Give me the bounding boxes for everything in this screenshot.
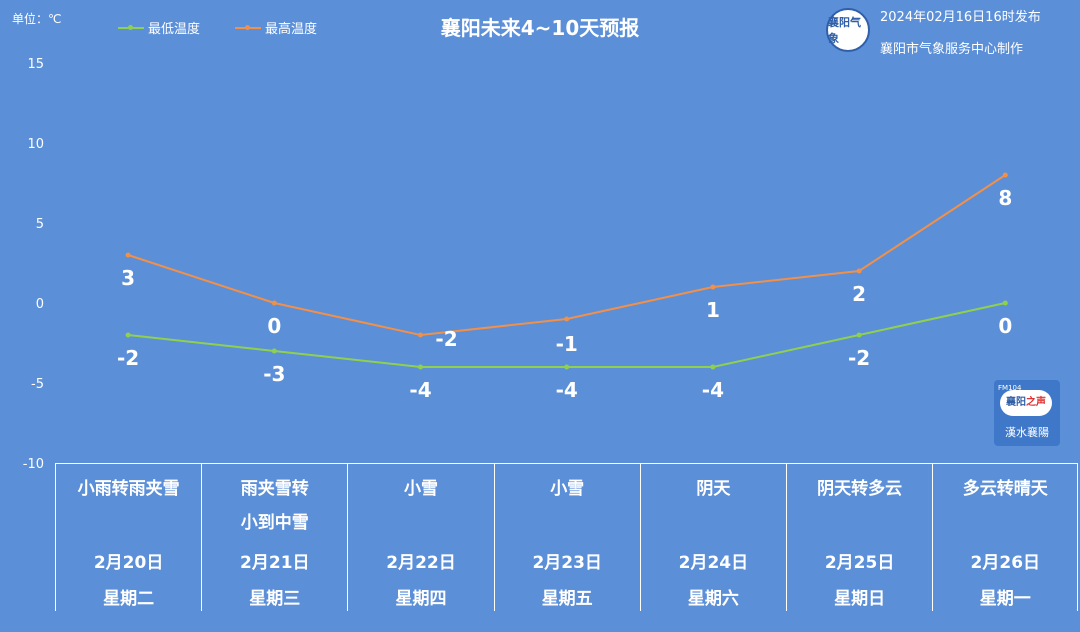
weather-desc-line: 小雪 [550, 479, 585, 499]
high-temp-label: -1 [556, 332, 578, 356]
forecast-day: 阴天转多云 2月25日星期日 [786, 464, 932, 611]
maker-label: 襄阳市气象服务中心制作 [880, 42, 1024, 57]
high-temp-label: 1 [706, 298, 720, 322]
low-temp-point [710, 364, 716, 370]
forecast-weekday: 星期六 [687, 589, 739, 609]
forecast-day: 小雨转雨夹雪 2月20日星期二 [55, 464, 201, 611]
y-tick-label: 10 [27, 137, 44, 152]
high-temp-point [1002, 172, 1008, 178]
legend-low: 最低温度 [118, 18, 200, 37]
high-temp-line [127, 174, 1006, 337]
high-temp-point [418, 332, 423, 338]
badge-cloud: 襄阳之声 [1000, 390, 1052, 416]
high-temp-point [856, 268, 862, 274]
low-temp-point [856, 332, 862, 338]
forecast-weekday: 星期一 [979, 589, 1031, 609]
weather-desc: 小雨转雨夹雪 [56, 472, 201, 506]
weather-desc: 小雪 [348, 472, 493, 506]
forecast-weekday: 星期日 [834, 589, 886, 609]
forecast-table: 小雨转雨夹雪 2月20日星期二 雨夹雪转小到中雪 2月21日星期三 小雪 2月22日星期四… [55, 463, 1079, 611]
forecast-date: 2月23日 [532, 553, 602, 573]
legend-high-swatch [235, 24, 261, 30]
forecast-date: 2月22日 [386, 553, 456, 573]
logo-text: 襄阳气象 [828, 16, 861, 45]
publish-time: 2024年02月16日16时发布 [880, 10, 1041, 25]
forecast-date: 2月25日 [824, 553, 895, 573]
badge-main: 襄阳 [1006, 397, 1026, 408]
low-temp-point [125, 332, 131, 338]
high-temp-label: 0 [267, 314, 281, 338]
low-temp-label: -2 [117, 346, 139, 370]
y-tick-label: 5 [36, 217, 44, 232]
forecast-weekday: 星期二 [103, 589, 155, 609]
weather-desc-line: 阴天转多云 [817, 479, 903, 499]
low-temp-label: -3 [263, 362, 285, 386]
low-temp-point [418, 364, 423, 370]
weather-desc-line: 雨夹雪转 [240, 479, 309, 499]
unit-label: 单位：℃ [12, 12, 62, 26]
low-temp-label: -4 [409, 378, 431, 402]
forecast-day: 小雪 2月22日星期四 [347, 464, 493, 611]
high-temp-point [564, 316, 570, 322]
y-tick-label: 0 [36, 297, 44, 312]
weather-desc-line: 多云转晴天 [962, 479, 1048, 499]
forecast-weekday: 星期三 [249, 589, 301, 609]
forecast-date: 2月20日 [93, 553, 164, 573]
low-temp-point [271, 348, 277, 354]
weather-desc: 雨夹雪转 小到中雪 [202, 472, 347, 540]
high-temp-label: 8 [998, 186, 1012, 210]
badge-small: FM104 [998, 384, 1022, 392]
badge-accent: 之声 [1026, 397, 1046, 408]
weather-desc-line: 阴天 [696, 479, 731, 499]
weather-desc: 阴天 [641, 472, 786, 506]
forecast-date: 2月24日 [678, 553, 749, 573]
high-temp-point [710, 284, 716, 290]
legend-low-label: 最低温度 [148, 22, 201, 37]
weather-desc: 多云转晴天 [933, 472, 1077, 506]
weather-desc-line: 小到中雪 [240, 513, 309, 533]
legend-high: 最高温度 [235, 18, 317, 37]
high-temp-point [125, 252, 131, 258]
forecast-date: 2月21日 [240, 553, 310, 573]
low-temp-point [564, 364, 570, 370]
legend-low-swatch [118, 24, 144, 30]
forecast-day: 阴天 2月24日星期六 [639, 464, 786, 611]
weather-desc-line: 小雪 [403, 479, 438, 499]
legend-high-label: 最高温度 [265, 22, 318, 37]
forecast-weekday: 星期五 [541, 589, 593, 609]
high-temp-label: -2 [435, 327, 457, 351]
forecast-day: 雨夹雪转小到中雪 2月21日星期三 [201, 464, 347, 611]
low-temp-point [1002, 300, 1008, 306]
high-temp-label: 2 [852, 282, 866, 306]
high-temp-label: 3 [121, 266, 135, 290]
high-temp-point [271, 300, 277, 306]
weather-desc: 小雪 [495, 472, 640, 506]
low-temp-label: -4 [556, 378, 578, 402]
forecast-date: 2月26日 [970, 553, 1041, 573]
low-temp-label: 0 [998, 314, 1012, 338]
y-tick-label: -5 [31, 377, 44, 392]
chart-title: 襄阳未来4~10天预报 [440, 16, 640, 40]
weather-desc: 阴天转多云 [787, 472, 932, 506]
forecast-day: 小雪 2月23日星期五 [493, 464, 640, 611]
badge-sub: 漢水襄陽 [1005, 426, 1049, 439]
radio-badge: 襄阳之声 漢水襄陽 FM104 [994, 380, 1060, 446]
y-tick-label: 15 [27, 57, 44, 72]
weather-desc-line: 小雨转雨夹雪 [77, 479, 180, 499]
forecast-day: 多云转晴天 2月26日星期一 [932, 464, 1079, 611]
low-temp-label: -2 [848, 346, 870, 370]
y-tick-label: -10 [23, 457, 44, 472]
forecast-weekday: 星期四 [395, 589, 447, 609]
weather-logo: 襄阳气象 [826, 8, 870, 52]
low-temp-label: -4 [702, 378, 724, 402]
